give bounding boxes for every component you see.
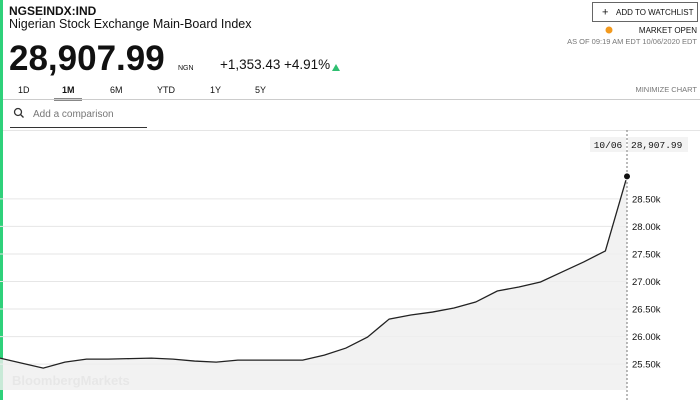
up-arrow [332, 64, 340, 71]
search-icon [13, 107, 23, 117]
plot: 25.50k 26.00k 26.50k 27.00k 27.50k 28.00k 28.5… [0, 130, 688, 400]
range-tab[interactable]: 1M [62, 85, 75, 95]
area [0, 176, 627, 390]
market-status: MARKET OPEN [639, 26, 697, 35]
hover-value: 28,907.99 [631, 140, 683, 151]
watchlist-button[interactable]: + ADD TO WATCHLIST [592, 2, 698, 22]
range-tabs: 1D 1M 6M YTD 1Y 5Y [18, 85, 266, 101]
y-tick-label: 28.50k [632, 194, 661, 205]
y-tick-label: 25.50k [632, 360, 661, 371]
range-tab[interactable]: 5Y [255, 85, 266, 95]
currency: NGN [178, 65, 194, 72]
accent-bar [0, 0, 3, 400]
range-tab[interactable]: 1D [18, 85, 30, 95]
line [0, 176, 628, 369]
price: 28,907.99 [9, 39, 165, 78]
y-tick-label: 26.50k [632, 305, 661, 316]
status-dot [605, 26, 613, 34]
y-tick-label: 26.00k [632, 332, 661, 343]
range-tab[interactable]: 6M [110, 85, 123, 95]
change-percent: +4.91% [284, 57, 330, 72]
range-tab[interactable]: 1Y [210, 85, 221, 95]
plus-icon[interactable]: + [602, 7, 608, 19]
end-dot [623, 172, 631, 181]
comparison-input[interactable]: Add a comparison [33, 109, 114, 120]
index-name: Nigerian Stock Exchange Main-Board Index [9, 17, 252, 31]
y-tick-label: 28.00k [632, 222, 661, 233]
search-icon-handle [20, 114, 24, 118]
change: +1,353.43 [220, 57, 280, 72]
date-box [590, 137, 626, 152]
as-of: AS OF 09:19 AM EDT 10/06/2020 EDT [567, 37, 697, 46]
range-tab[interactable]: YTD [157, 85, 176, 95]
minimize-chart[interactable]: MINIMIZE CHART [635, 85, 697, 94]
symbol: NGSEINDX:IND [9, 4, 97, 18]
hover-date: 10/06 [594, 140, 623, 151]
button-label[interactable]: ADD TO WATCHLIST [616, 8, 694, 17]
y-tick-label: 27.50k [632, 249, 661, 260]
button-frame[interactable] [592, 2, 698, 22]
y-tick-label: 27.00k [632, 277, 661, 288]
value-box [628, 137, 688, 152]
